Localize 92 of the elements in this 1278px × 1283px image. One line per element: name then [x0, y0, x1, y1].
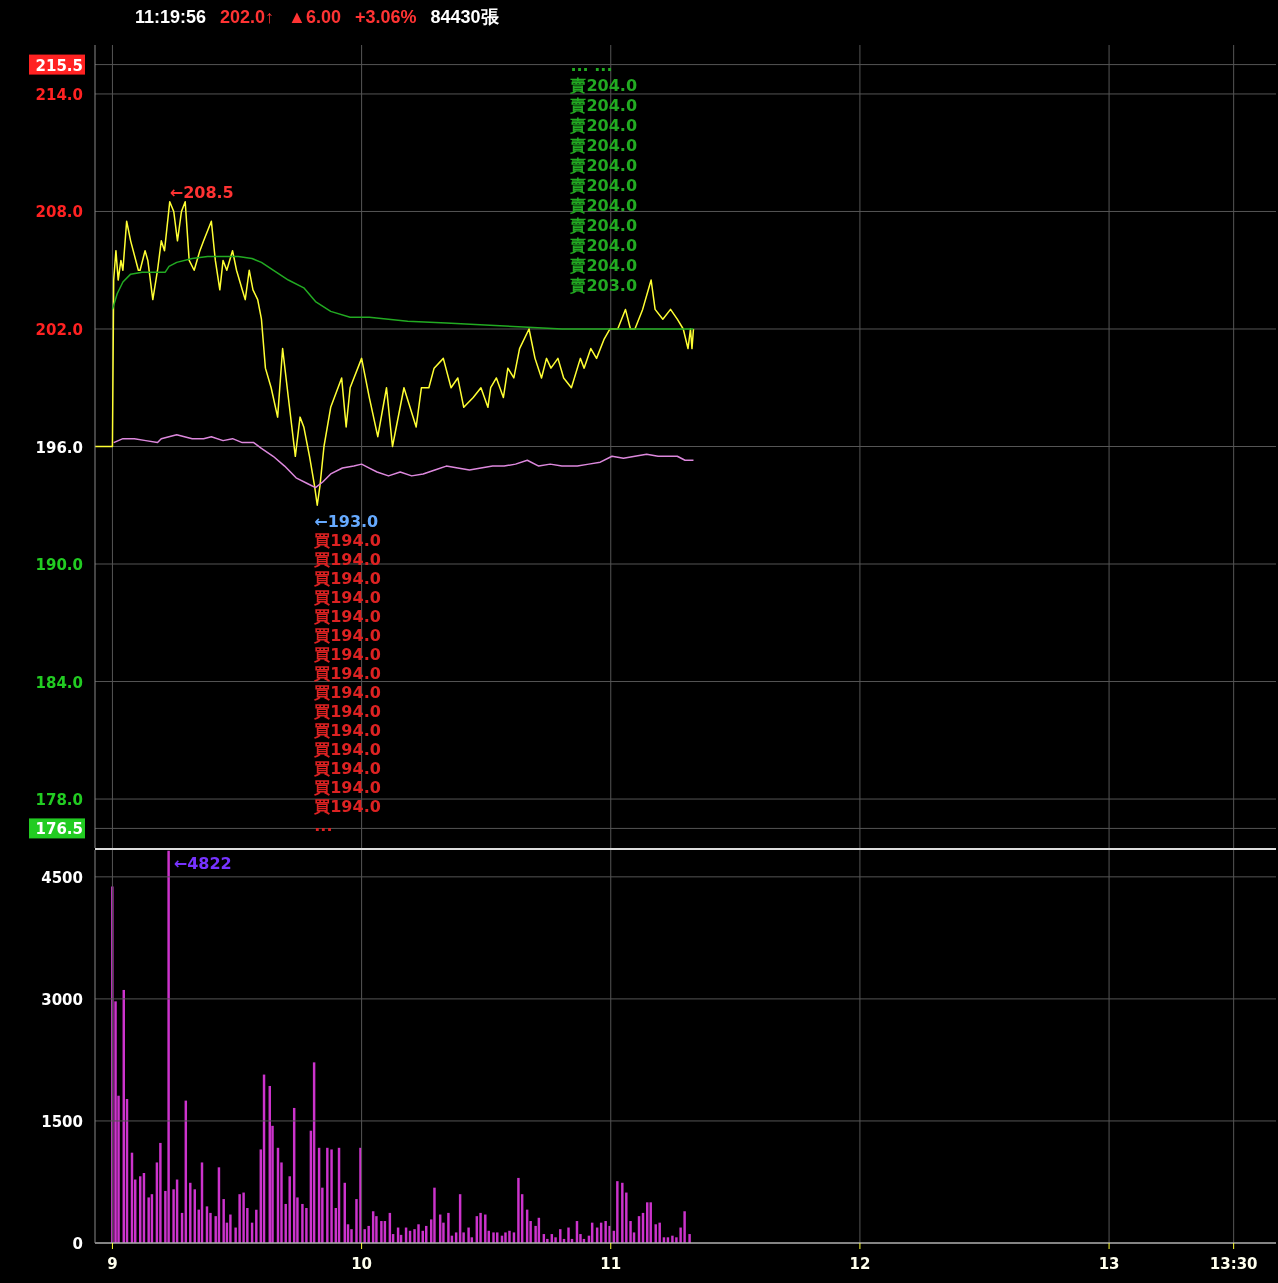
bar	[330, 1149, 333, 1243]
annotation: 賣204.0	[569, 96, 638, 116]
bar	[255, 1209, 258, 1243]
bar	[147, 1197, 150, 1243]
bar	[301, 1203, 304, 1243]
annotation: 買194.0	[313, 588, 381, 608]
bar	[604, 1221, 607, 1243]
bar	[242, 1192, 245, 1243]
annotation: 買194.0	[313, 721, 381, 741]
bar	[433, 1187, 436, 1243]
line-series	[112, 434, 695, 489]
bar	[380, 1221, 383, 1243]
y-tick-label: 208.0	[35, 203, 83, 222]
annotation: 賣204.0	[569, 156, 638, 176]
annotation: 買194.0	[313, 740, 381, 760]
y-tick-label: 214.0	[35, 85, 83, 104]
bar	[621, 1182, 624, 1243]
annotation: 買194.0	[313, 607, 381, 627]
x-tick-label: 11	[600, 1255, 622, 1273]
bar	[658, 1222, 661, 1243]
bar	[238, 1194, 241, 1243]
annotation: 買194.0	[313, 683, 381, 703]
annotation: 賣204.0	[569, 176, 638, 196]
y-tick-label: 202.0	[35, 320, 83, 339]
bar	[363, 1229, 366, 1243]
annotation: 賣203.0	[569, 276, 638, 296]
bar	[688, 1234, 691, 1243]
line-series	[111, 255, 695, 330]
y-tick-label: 215.5	[35, 56, 83, 75]
bar	[326, 1147, 329, 1243]
annotation: 買194.0	[313, 702, 381, 722]
annotation: 買194.0	[313, 550, 381, 570]
y-tick-label: 1500	[41, 1112, 83, 1131]
bar	[305, 1208, 308, 1243]
annotation: 賣204.0	[569, 136, 638, 156]
annotation: 買194.0	[313, 531, 381, 551]
annotation: 買194.0	[313, 645, 381, 665]
annotation: ←208.5	[169, 182, 234, 202]
bar	[546, 1238, 549, 1243]
bar	[479, 1212, 482, 1243]
annotation: 買194.0	[313, 569, 381, 589]
y-tick-label: 0	[72, 1235, 83, 1253]
annotation: 賣204.0	[569, 76, 638, 96]
y-tick-label: 184.0	[35, 673, 83, 692]
x-tick-label: 13	[1098, 1255, 1120, 1273]
bar	[167, 850, 170, 1243]
annotation: 賣204.0	[569, 196, 638, 216]
bar	[616, 1181, 619, 1243]
annotation: 買194.0	[313, 626, 381, 646]
x-tick-label: 12	[849, 1255, 871, 1273]
bar	[567, 1227, 570, 1243]
y-tick-label: 4500	[41, 868, 83, 887]
annotation: 買194.0	[313, 797, 381, 817]
bar	[288, 1176, 291, 1243]
y-tick-label: 176.5	[35, 820, 83, 839]
bar	[654, 1224, 657, 1243]
y-tick-label: 190.0	[35, 556, 83, 575]
annotation: 賣204.0	[569, 236, 638, 256]
bar	[467, 1227, 470, 1243]
bar	[229, 1214, 232, 1243]
bar	[222, 1199, 225, 1243]
bar	[508, 1230, 511, 1243]
annotation: 賣204.0	[569, 216, 638, 236]
annotation: 買194.0	[313, 778, 381, 798]
bar	[417, 1224, 420, 1243]
annotation: 賣204.0	[569, 116, 638, 136]
x-tick-label: 10	[351, 1255, 373, 1273]
bar	[367, 1225, 370, 1243]
bar	[447, 1212, 450, 1243]
bar	[189, 1182, 192, 1243]
bar	[554, 1237, 557, 1243]
annotation: ...	[314, 816, 333, 836]
annotation: ←4822	[173, 853, 232, 873]
y-tick-label: 3000	[41, 990, 83, 1009]
chart-title: 11:19:56 202.0↑ ▲6.00 +3.06% 84430張	[135, 7, 499, 27]
x-tick-label: 9	[107, 1255, 118, 1273]
bar	[683, 1211, 686, 1243]
y-tick-label: 196.0	[35, 438, 83, 457]
bar	[559, 1229, 562, 1243]
bar	[159, 1142, 162, 1243]
annotation: 賣204.0	[569, 256, 638, 276]
bar	[504, 1232, 507, 1243]
bar	[671, 1235, 674, 1243]
annotation: ←193.0	[314, 512, 379, 532]
bar	[492, 1232, 495, 1243]
annotation: ... ...	[570, 56, 613, 76]
x-tick-label: 13:30	[1209, 1255, 1258, 1273]
bar	[517, 1177, 520, 1243]
bar	[484, 1214, 487, 1243]
y-tick-label: 178.0	[35, 791, 83, 810]
annotation: 買194.0	[313, 664, 381, 684]
annotation: 買194.0	[313, 759, 381, 779]
